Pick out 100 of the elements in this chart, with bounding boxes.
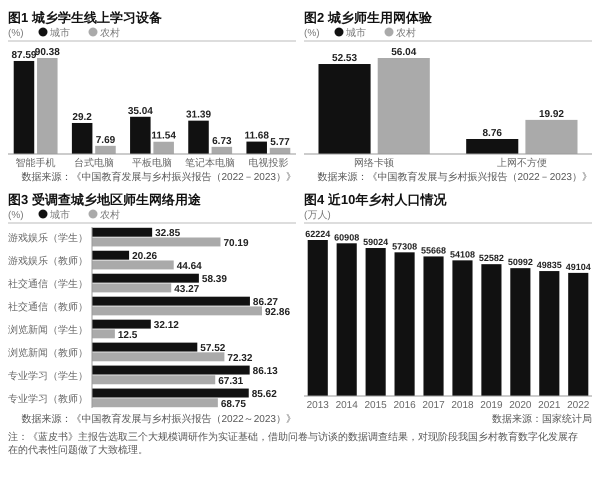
x-tick-label: 电视投影: [248, 157, 288, 169]
bar: [92, 375, 216, 384]
bar: [92, 388, 249, 398]
text: 注：《蓝皮书》主报告选取三个大规模调研作为实证基础，借助问卷与访谈的数据调查结果，对现阶段我国乡村教育数字化发展存在的代表性问题做了大致梳理。: [8, 431, 578, 456]
bar: [539, 271, 560, 396]
data-label: 12.5: [118, 330, 138, 341]
y-axis-title: (%): [8, 28, 24, 39]
bar: [153, 142, 174, 154]
data-label: 57308: [392, 241, 418, 252]
data-label: 31.39: [186, 110, 212, 121]
data-label: 5.77: [270, 136, 290, 148]
bar: [95, 146, 116, 154]
bar: [378, 58, 430, 154]
y-tick-label: 浏览新闻（学生）: [8, 324, 88, 336]
x-tick-label: 2016: [393, 400, 416, 411]
legend-label: 农村: [396, 27, 416, 39]
legend-label: 农村: [100, 209, 120, 221]
data-label: 20.26: [132, 251, 158, 262]
bar: [37, 58, 58, 154]
x-tick-label: 2014: [336, 400, 358, 411]
data-label: 32.12: [154, 320, 180, 332]
data-label: 67.31: [218, 376, 244, 387]
data-label: 11.54: [151, 130, 176, 142]
bar: [318, 64, 371, 154]
bar: [481, 264, 502, 396]
data-label: 8.76: [482, 128, 502, 139]
x-tick-label: 网络卡顿: [354, 157, 394, 169]
bar: [394, 252, 415, 396]
bar: [92, 398, 218, 408]
data-label: 86.27: [252, 297, 278, 308]
bar: [510, 268, 530, 396]
bar: [92, 306, 262, 316]
data-label: 43.27: [174, 284, 200, 295]
data-label: 68.75: [220, 398, 246, 410]
data-label: 90.38: [34, 47, 60, 58]
x-tick-label: 2019: [480, 400, 503, 411]
data-label: 32.85: [155, 228, 181, 240]
y-axis-title: (%): [304, 28, 320, 39]
bar: [466, 138, 518, 154]
data-label: 6.73: [212, 136, 232, 147]
data-label: 58.39: [202, 274, 228, 286]
y-tick-label: 游戏娱乐（教师）: [8, 255, 88, 268]
bar: [568, 272, 588, 396]
y-axis-title: (万人): [304, 210, 331, 221]
bar: [525, 120, 578, 154]
bar: [423, 256, 444, 396]
data-label: 52582: [478, 253, 504, 264]
data-label: 19.92: [538, 108, 564, 120]
data-label: 7.69: [96, 134, 116, 146]
bar: [92, 283, 172, 292]
bar: [452, 260, 473, 396]
data-label: 44.64: [176, 260, 202, 272]
data-label: 54108: [450, 249, 475, 260]
legend-label: 城市: [49, 27, 70, 39]
bar: [72, 122, 92, 154]
source-note: 数据来源：《中国教育发展与乡村振兴报告（2022－2023）》: [318, 171, 592, 183]
data-label: 11.68: [244, 130, 270, 142]
legend-label: 城市: [49, 209, 70, 221]
x-tick-label: 2022: [567, 400, 590, 411]
bar: [92, 250, 130, 260]
x-tick-label: 2018: [451, 400, 474, 411]
bar: [92, 366, 250, 375]
data-label: 35.04: [128, 106, 154, 117]
bar: [92, 228, 152, 237]
data-label: 50992: [508, 257, 533, 268]
data-label: 29.2: [72, 112, 92, 123]
y-tick-label: 游戏娱乐（学生）: [8, 232, 88, 244]
x-tick-label: 上网不方便: [496, 157, 547, 169]
bar: [92, 237, 220, 246]
bar: [92, 352, 224, 362]
x-tick-label: 2015: [364, 400, 388, 411]
y-axis-title: (%): [8, 210, 24, 221]
legend-label: 城市: [345, 27, 366, 39]
x-tick-label: 2013: [306, 400, 330, 411]
bar: [366, 248, 386, 396]
chart-title: 图3 受调查城乡地区师生网络用途: [8, 192, 202, 207]
source-note: 数据来源：国家统计局: [492, 413, 592, 425]
bar: [14, 60, 34, 154]
y-tick-label: 社交通信（教师）: [8, 301, 88, 314]
x-tick-label: 2020: [509, 400, 532, 411]
data-label: 49104: [566, 262, 591, 272]
data-label: 85.62: [252, 389, 278, 400]
data-label: 62224: [305, 229, 330, 239]
bar: [92, 274, 199, 283]
data-label: 56.04: [391, 47, 417, 58]
bar: [212, 146, 232, 154]
data-label: 72.32: [227, 352, 253, 364]
data-label: 59024: [363, 237, 388, 248]
bar: [92, 320, 151, 329]
data-label: 70.19: [224, 238, 249, 249]
bar: [130, 116, 151, 154]
source-note: 数据来源：《中国教育发展与乡村振兴报告（2022～2023）》: [22, 413, 296, 425]
x-tick-label: 2017: [422, 400, 446, 411]
x-tick-label: 2021: [538, 400, 561, 411]
y-tick-label: 专业学习（教师）: [8, 392, 88, 405]
bar: [92, 260, 174, 270]
data-label: 86.13: [252, 366, 278, 378]
chart-title: 图1 城乡学生线上学习设备: [8, 10, 162, 25]
source-note: 数据来源：《中国教育发展与乡村振兴报告（2022－2023）》: [22, 171, 296, 183]
data-label: 57.52: [200, 343, 226, 354]
